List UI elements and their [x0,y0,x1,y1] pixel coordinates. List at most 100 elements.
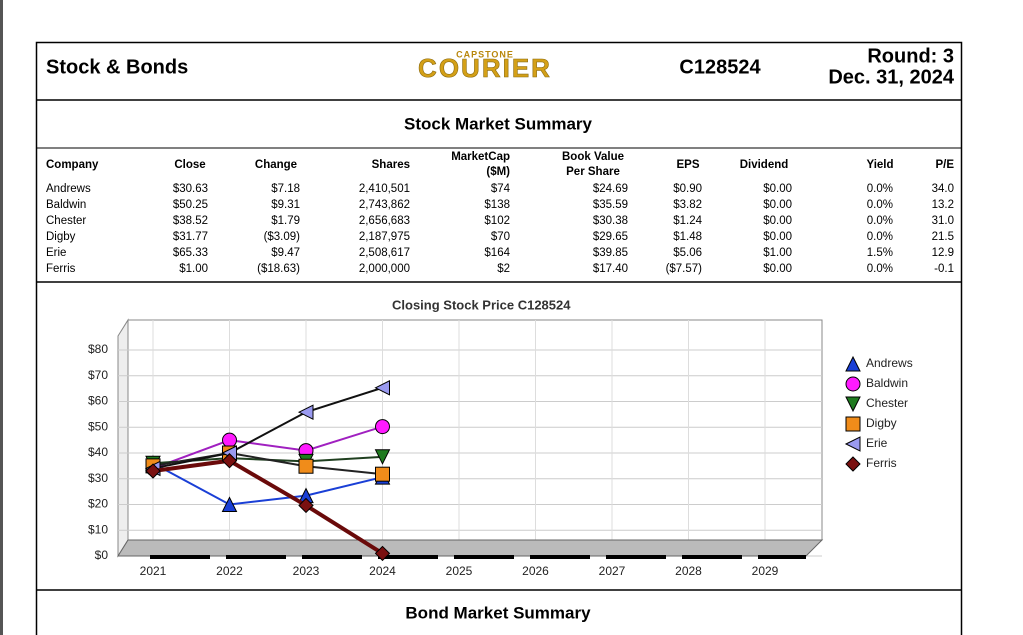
table-cell: $0.00 [763,231,792,243]
header-code: C128524 [679,56,761,78]
table-cell: $35.59 [593,199,628,211]
table-cell: Ferris [46,263,76,275]
marker [375,419,390,435]
table-cell: Digby [46,231,76,243]
y-tick-label: $30 [88,471,108,485]
table-cell: $138 [484,199,510,211]
outer-border [35,41,963,635]
y-tick-label: $40 [88,445,108,459]
table-cell: 0.0% [867,183,893,195]
table-cell: 12.9 [932,247,954,259]
line [152,386,383,470]
chart-title: Closing Stock Price C128524 [392,297,571,312]
marker [222,432,237,448]
legend-label: Ferris [866,456,897,470]
marker [221,453,238,469]
y-tick-label: $20 [88,497,108,511]
marker [298,458,314,474]
table-cell: $1.00 [763,247,792,259]
x-tick-label: 2025 [446,564,473,578]
line [152,458,384,556]
column-header: Close [174,159,205,171]
marker [845,416,861,432]
window-edge [0,0,3,635]
y-tick-label: $60 [88,394,108,408]
table-cell: Andrews [46,183,91,195]
marker [221,496,238,512]
marker [375,466,390,482]
series [145,453,861,562]
column-header: Company [46,159,99,171]
table-cell: $164 [484,247,510,259]
table-cell: 2,410,501 [359,183,410,195]
line [152,462,383,506]
marker [374,449,391,465]
legend-label: Digby [866,416,897,430]
x-tick-label: 2028 [675,564,702,578]
table-cell: $2 [497,263,510,275]
y-tick-label: $70 [88,368,108,382]
header-round: Round: 3 [867,45,954,67]
section-title: Stock Market Summary [404,114,593,133]
table-cell: 34.0 [932,183,954,195]
table-cell: $30.63 [173,183,208,195]
table-cell: $9.47 [271,247,300,259]
x-tick-label: 2024 [369,564,396,578]
table-cell: $31.77 [173,231,208,243]
marker [298,497,314,514]
x-tick-label: 2022 [216,564,243,578]
table-cell: $0.00 [763,263,792,275]
marker [374,545,391,562]
x-tick-label: 2027 [599,564,626,578]
table-cell: $50.25 [173,199,208,211]
column-header: P/E [935,159,954,171]
table-cell: Erie [46,247,66,259]
legend-label: Baldwin [866,376,908,390]
table-cell: $102 [484,215,510,227]
table-cell: $7.18 [271,183,300,195]
column-header: ($M) [486,166,510,178]
table-cell: 2,187,975 [359,231,410,243]
table-cell: 1.5% [867,247,893,259]
table-cell: ($7.57) [666,263,703,275]
legend-label: Chester [866,396,908,410]
header-title: Stock & Bonds [46,56,188,78]
line [152,425,383,470]
column-header: Yield [866,159,893,171]
table-cell: $1.24 [673,215,702,227]
table-cell: $29.65 [593,231,628,243]
logo: COURIER [418,53,552,83]
table-cell: $3.82 [673,199,702,211]
column-header: EPS [676,159,699,171]
table-cell: 0.0% [867,199,893,211]
table-cell: $30.38 [593,215,628,227]
legend-label: Andrews [866,356,913,370]
plot-side [117,318,129,558]
plot-floor [117,539,824,557]
column-header: Per Share [566,166,620,178]
legend-label: Erie [866,436,888,450]
header-date: Dec. 31, 2024 [828,66,955,88]
marker [374,379,390,396]
table-cell: 2,508,617 [359,247,410,259]
table-cell: $39.85 [593,247,628,259]
table-cell: $74 [491,183,511,195]
column-header: Shares [372,159,410,171]
table-cell: 21.5 [932,231,954,243]
x-tick-label: 2021 [140,564,167,578]
table-cell: $38.52 [173,215,208,227]
table-cell: 2,656,683 [359,215,410,227]
table-cell: ($18.63) [257,263,300,275]
y-tick-label: $0 [95,548,109,562]
table-cell: $0.00 [763,199,792,211]
table-cell: $24.69 [593,183,628,195]
column-header: Dividend [740,159,789,171]
x-tick-label: 2029 [752,564,779,578]
marker [845,396,861,413]
table-cell: $0.90 [673,183,702,195]
table-cell: $5.06 [673,247,702,259]
column-header: MarketCap [451,151,510,163]
table-cell: $9.31 [271,199,300,211]
x-tick-label: 2026 [522,564,549,578]
